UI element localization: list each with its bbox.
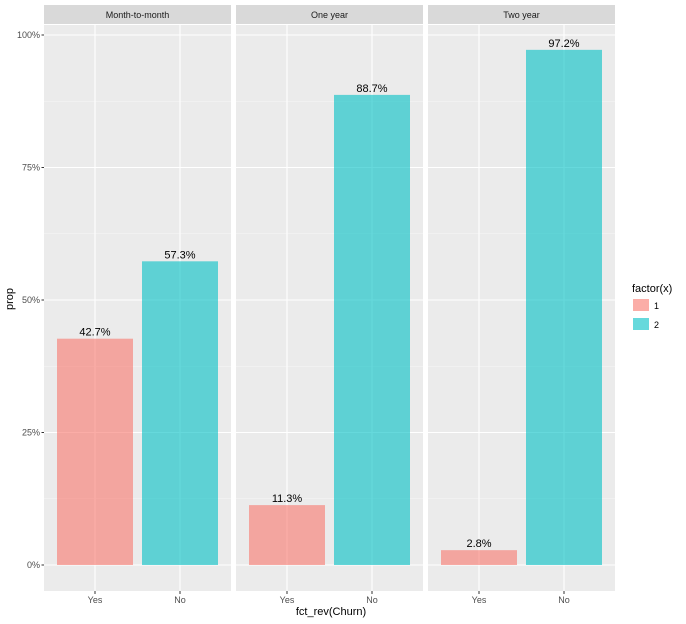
- facet-strip-label: Month-to-month: [106, 10, 170, 20]
- y-tick-label: 100%: [17, 30, 40, 40]
- y-tick-label: 0%: [27, 560, 40, 570]
- x-tick-label: No: [174, 595, 186, 605]
- bar: [334, 94, 410, 565]
- bar: [441, 550, 517, 565]
- legend-label-1: 1: [654, 301, 659, 311]
- bar: [142, 261, 218, 565]
- bar: [57, 338, 133, 565]
- y-tick-label: 25%: [22, 428, 40, 438]
- facet-panel: One year 11.3% 88.7% Yes No: [236, 5, 423, 605]
- y-tick-label: 50%: [22, 295, 40, 305]
- bar-label: 2.8%: [466, 538, 491, 550]
- y-axis-title: prop: [4, 288, 16, 310]
- bar: [526, 49, 602, 565]
- x-tick-label: Yes: [472, 595, 487, 605]
- bar-label: 57.3%: [164, 249, 195, 261]
- bar-label: 42.7%: [79, 327, 110, 339]
- legend-swatch-2: [633, 318, 649, 330]
- facet-panel: Month-to-month 42.7% 57.3% Yes No: [44, 5, 231, 605]
- x-tick-label: Yes: [88, 595, 103, 605]
- x-axis-title: fct_rev(Churn): [296, 606, 366, 618]
- x-tick-label: No: [558, 595, 570, 605]
- facet-strip: [44, 5, 231, 24]
- facet-strip: [236, 5, 423, 24]
- legend-swatch-1: [633, 299, 649, 311]
- legend-title: factor(x): [632, 283, 672, 295]
- facet-strip: [428, 5, 615, 24]
- facet-strip-label: Two year: [503, 10, 540, 20]
- legend-label-2: 2: [654, 320, 659, 330]
- x-tick-label: Yes: [280, 595, 295, 605]
- x-tick-label: No: [366, 595, 378, 605]
- bar: [249, 505, 325, 565]
- bar-label: 11.3%: [272, 493, 303, 505]
- facet-panel: Two year 2.8% 97.2% Yes No: [428, 5, 615, 605]
- facet-strip-label: One year: [311, 10, 348, 20]
- bar-label: 97.2%: [548, 38, 579, 50]
- y-tick-label: 75%: [22, 163, 40, 173]
- bar-label: 88.7%: [356, 83, 387, 95]
- legend: factor(x) 1 2: [632, 283, 672, 330]
